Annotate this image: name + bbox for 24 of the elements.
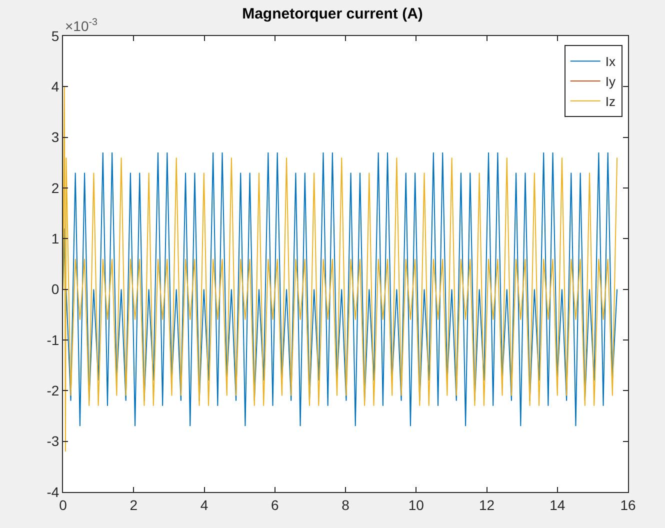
y-tick-label: 2 — [51, 180, 60, 196]
legend-label: Ix — [605, 54, 616, 70]
x-tick-label: 10 — [408, 496, 424, 513]
x-tick-label: 12 — [478, 496, 495, 513]
x-tick-label: 6 — [270, 496, 279, 513]
text: ×10$^{-3}$ — [65, 17, 98, 34]
legend-label: Iy — [605, 74, 616, 90]
x-tick-label: 4 — [200, 496, 208, 513]
y-tick-label: 3 — [51, 129, 60, 146]
x-tick-label: 8 — [342, 496, 350, 513]
y-tick-label: 0 — [51, 281, 60, 298]
x-tick-label: 14 — [550, 496, 566, 513]
y-tick-label: -2 — [46, 382, 60, 399]
y-tick-label: -3 — [46, 433, 60, 450]
y-tick-label: -4 — [46, 484, 60, 500]
chart-title: Magnetorquer current (A) — [242, 5, 423, 22]
y-tick-label: -1 — [46, 332, 60, 348]
x-tick-label: 2 — [130, 496, 138, 513]
y-tick-label: 4 — [51, 78, 60, 95]
line-series — [63, 152, 618, 427]
x-tick-label: 16 — [620, 496, 636, 513]
y-tick-label: 5 — [51, 28, 60, 44]
legend-label: Iz — [605, 94, 616, 109]
y-tick-label: 1 — [51, 230, 60, 247]
